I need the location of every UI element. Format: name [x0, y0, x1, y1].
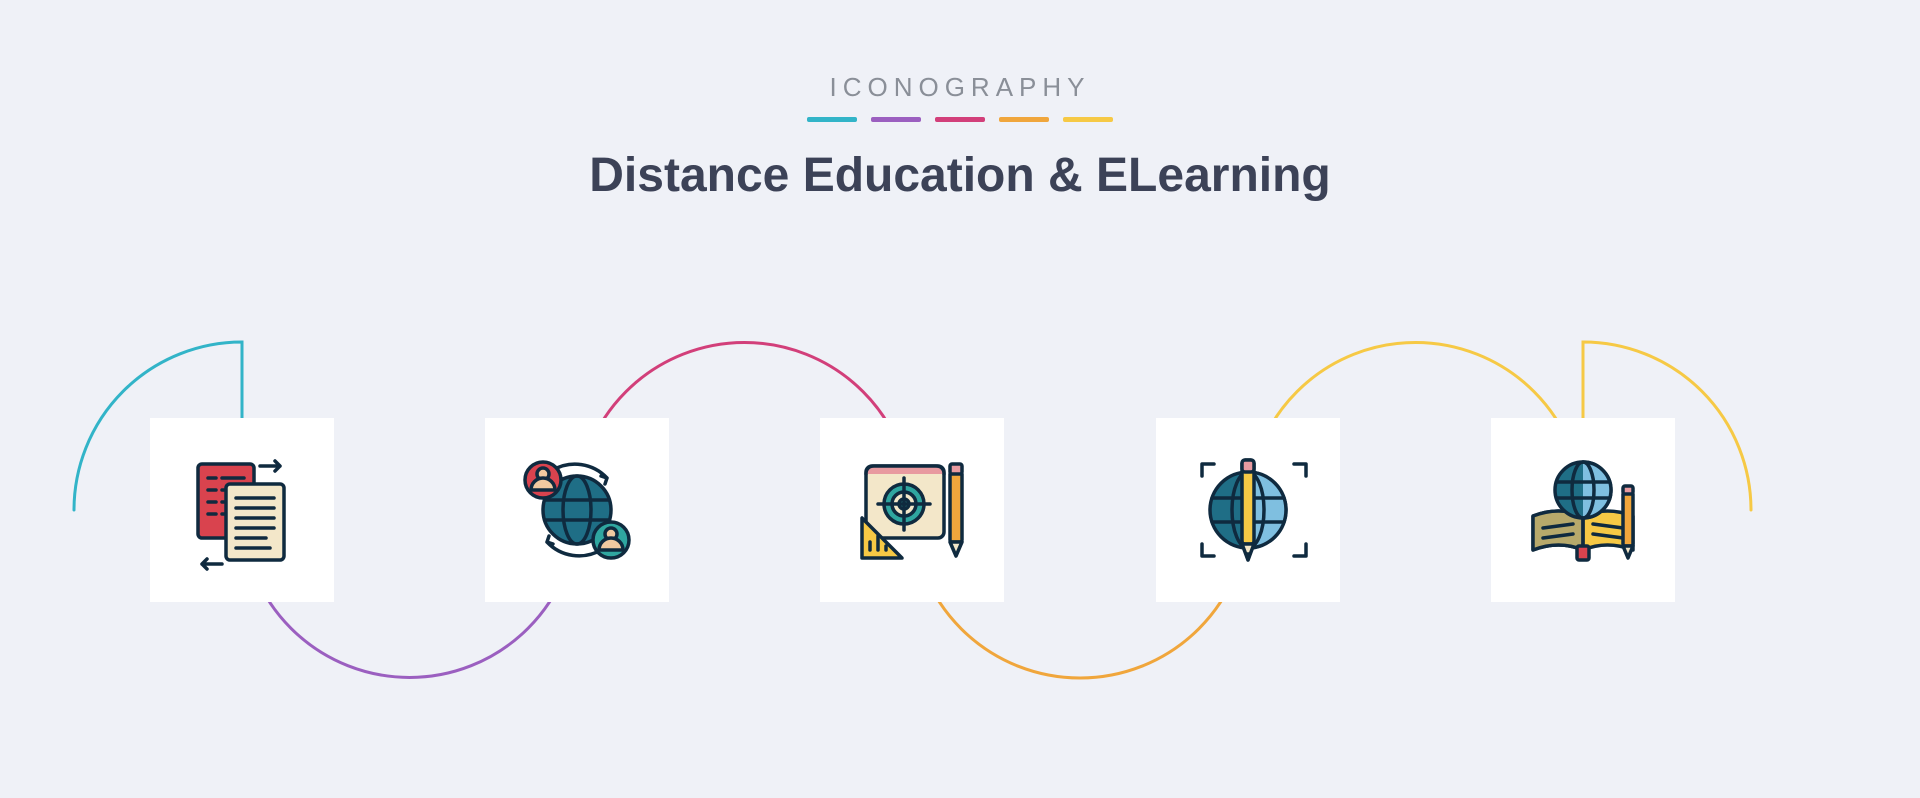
book-globe-icon	[1491, 418, 1675, 602]
page-title: Distance Education & ELearning	[0, 148, 1920, 203]
global-users-icon	[485, 418, 669, 602]
eyebrow-label: ICONOGRAPHY	[0, 72, 1920, 103]
globe-pencil-focus-icon	[1156, 418, 1340, 602]
accent-bars	[0, 117, 1920, 122]
documents-transfer-icon	[150, 418, 334, 602]
icon-stage	[0, 300, 1920, 720]
drafting-target-icon	[820, 418, 1004, 602]
